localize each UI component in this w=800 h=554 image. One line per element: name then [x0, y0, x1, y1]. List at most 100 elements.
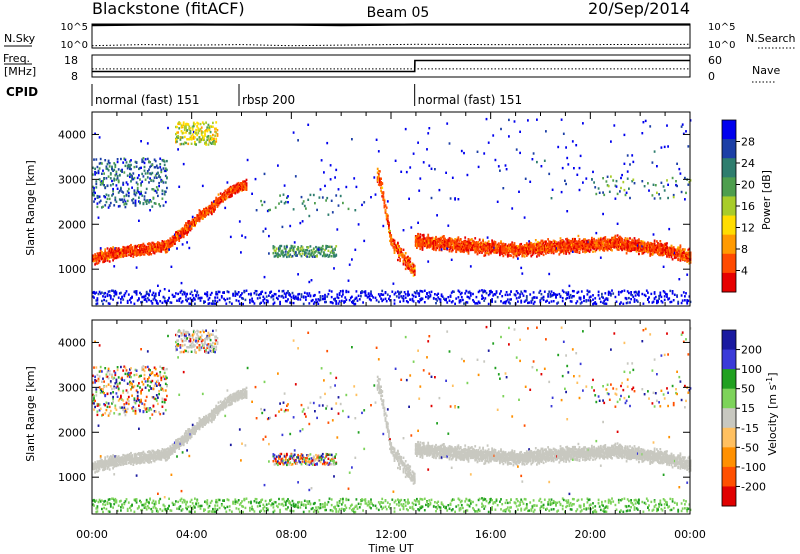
power-cell: [225, 302, 228, 305]
power-cell: [316, 300, 318, 304]
power-cell: [486, 251, 489, 254]
power-cell: [330, 199, 333, 202]
power-cell: [412, 271, 415, 274]
power-cell: [118, 252, 121, 256]
power-cell: [291, 255, 294, 258]
power-cell: [393, 302, 396, 305]
power-cell: [208, 296, 211, 300]
power-cell: [94, 167, 96, 170]
power-cell: [107, 169, 110, 172]
power-cell: [390, 238, 393, 241]
power-cell: [141, 248, 144, 252]
power-cell: [548, 290, 551, 293]
power-cell: [421, 234, 424, 237]
power-cell: [97, 171, 100, 175]
power-cell: [515, 248, 518, 251]
power-cell: [474, 247, 477, 250]
power-cell: [245, 178, 248, 182]
power-cell: [106, 184, 109, 188]
power-cell: [115, 293, 118, 296]
power-cell: [126, 167, 129, 170]
power-cell: [513, 246, 516, 249]
power-cell: [145, 300, 148, 303]
power-cell: [245, 289, 248, 292]
power-cell: [145, 187, 148, 191]
power-cell: [135, 165, 138, 168]
power-cell: [275, 247, 278, 250]
power-cell: [504, 243, 507, 246]
power-cell: [342, 289, 344, 293]
power-cell: [521, 292, 524, 295]
power-cell: [157, 284, 159, 287]
power-cell: [152, 291, 155, 294]
power-cell: [502, 242, 505, 245]
power-cell: [443, 243, 445, 246]
power-cell: [559, 250, 562, 254]
power-cell: [122, 249, 125, 252]
power-cell: [487, 240, 490, 243]
power-cell: [134, 194, 137, 197]
power-cell: [457, 289, 460, 292]
power-cell: [538, 291, 541, 294]
power-cell: [426, 292, 428, 295]
power-cell: [405, 259, 408, 262]
power-cell: [445, 246, 447, 249]
power-cell: [321, 297, 324, 301]
power-cell: [532, 251, 535, 255]
power-cell: [458, 290, 461, 294]
power-cell: [108, 204, 111, 207]
power-cell: [125, 202, 128, 206]
power-cell: [309, 294, 312, 297]
power-cell: [436, 241, 438, 244]
power-cell: [555, 240, 557, 244]
power-cell: [539, 241, 542, 244]
power-cell: [569, 240, 572, 243]
power-cell: [229, 190, 232, 193]
power-cell: [215, 131, 218, 134]
power-cell: [210, 142, 213, 145]
power-cell: [504, 248, 507, 251]
power-cell: [129, 167, 131, 171]
power-cell: [207, 298, 210, 301]
power-cell: [318, 251, 321, 254]
power-cell: [569, 246, 572, 249]
power-cell: [466, 240, 469, 244]
power-cell: [455, 244, 458, 247]
power-cell: [122, 181, 125, 185]
power-cell: [428, 295, 431, 299]
power-cell: [422, 161, 425, 164]
power-cell: [289, 253, 292, 256]
power-cell: [209, 130, 212, 134]
power-cell: [222, 193, 224, 196]
power-cell: [455, 243, 458, 246]
power-cell: [126, 183, 129, 186]
power-cell: [192, 224, 195, 227]
power-cell: [551, 249, 554, 252]
power-cell: [167, 244, 169, 247]
power-cell: [435, 235, 437, 239]
power-cell: [508, 249, 510, 252]
power-cell: [497, 242, 500, 245]
power-cell: [318, 246, 321, 250]
nsearch-tick-top: 10^5: [708, 22, 735, 33]
power-cell: [161, 179, 164, 183]
power-cell: [430, 237, 433, 240]
power-cell: [449, 242, 452, 246]
power-cell: [185, 124, 187, 127]
power-cell: [473, 240, 475, 243]
power-cell: [124, 248, 127, 251]
power-cell: [347, 290, 350, 294]
power-cell: [377, 178, 380, 181]
power-cell: [492, 245, 495, 248]
power-cell: [207, 143, 210, 146]
power-cell: [167, 126, 169, 130]
power-cell: [279, 247, 281, 250]
power-cell: [171, 242, 174, 245]
power-cell: [107, 175, 110, 178]
power-cell: [252, 300, 255, 303]
power-cell: [407, 255, 409, 259]
power-cell: [160, 178, 163, 182]
power-cell: [437, 296, 440, 299]
power-cell: [125, 249, 128, 252]
power-cell: [190, 142, 193, 145]
